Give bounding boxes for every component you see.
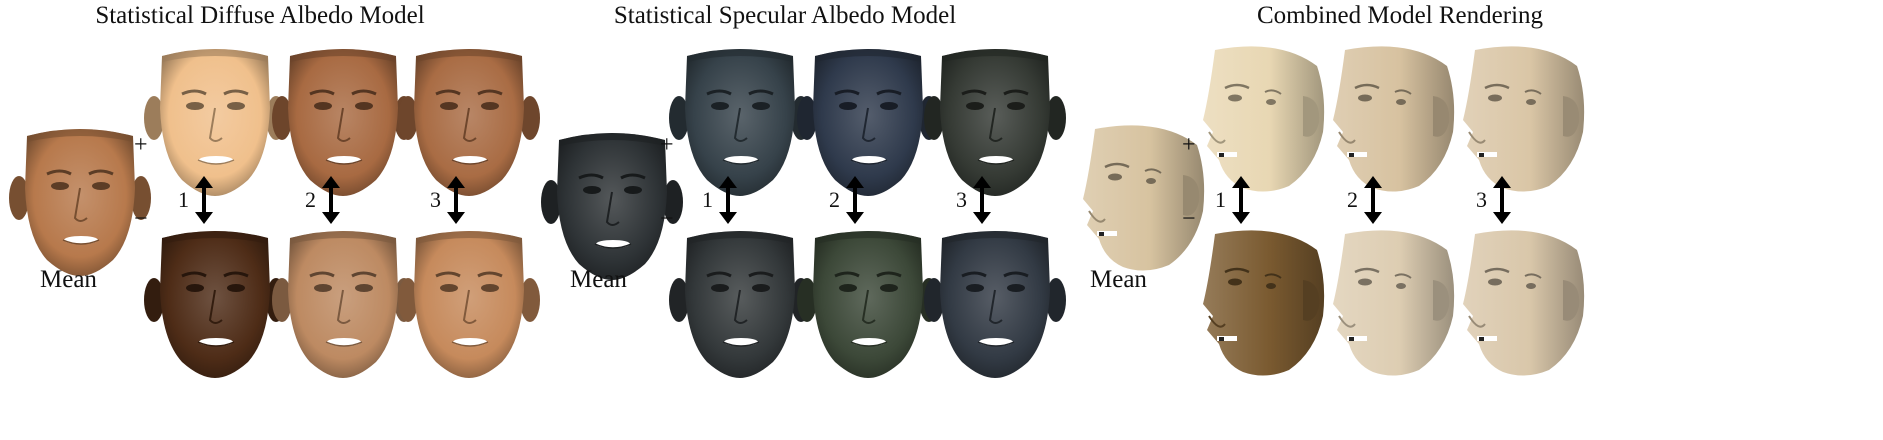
pc3-axis: 3 [1476,176,1513,224]
face-pc3-plus [920,38,1070,198]
double-arrow-icon [193,176,215,224]
double-arrow-icon [1230,176,1252,224]
face-pc3-plus [1445,36,1595,196]
pc2-label: 2 [305,187,316,213]
face-rendering [1185,220,1335,380]
face-pc1-minus [1185,220,1335,380]
double-arrow-icon [717,176,739,224]
panel-title: Statistical Diffuse Albedo Model [0,2,520,30]
specular-albedo-panel: Statistical Specular Albedo Model Mean +… [530,0,1070,440]
face-rendering [1445,220,1595,380]
face-pc2-minus [1315,220,1465,380]
pc3-label: 3 [430,187,441,213]
pc3-axis: 3 [956,176,993,224]
mean-label: Mean [40,266,97,294]
pc2-axis: 2 [305,176,342,224]
face-pc1-plus [1185,36,1335,196]
pc3-label: 3 [956,187,967,213]
pc2-label: 2 [829,187,840,213]
double-arrow-icon [1362,176,1384,224]
pc1-axis: 1 [178,176,215,224]
face-rendering [5,118,155,278]
pc1-label: 1 [178,187,189,213]
face-rendering [920,38,1070,198]
face-pc3-plus [394,38,544,198]
panel-title: Combined Model Rendering [1190,2,1610,30]
pc1-label: 1 [1215,187,1226,213]
mean-label: Mean [1090,266,1147,294]
double-arrow-icon [844,176,866,224]
face-pc3-minus [920,220,1070,380]
double-arrow-icon [971,176,993,224]
pc2-axis: 2 [829,176,866,224]
combined-rendering-panel: Combined Model Rendering Mean + − [1060,0,1883,440]
face-rendering [1185,36,1335,196]
mean-face [5,118,155,278]
double-arrow-icon [320,176,342,224]
pc3-label: 3 [1476,187,1487,213]
face-pc3-minus [1445,220,1595,380]
face-rendering [394,38,544,198]
face-rendering [1445,36,1595,196]
diffuse-albedo-panel: Statistical Diffuse Albedo Model Mean + … [0,0,620,440]
face-rendering [1315,36,1465,196]
double-arrow-icon [445,176,467,224]
pc2-axis: 2 [1347,176,1384,224]
face-rendering [1315,220,1465,380]
double-arrow-icon [1491,176,1513,224]
pc3-axis: 3 [430,176,467,224]
panel-title: Statistical Specular Albedo Model [530,2,1040,30]
pc1-axis: 1 [702,176,739,224]
face-pc3-minus [394,220,544,380]
face-pc2-plus [1315,36,1465,196]
pc1-axis: 1 [1215,176,1252,224]
face-rendering [394,220,544,380]
mean-label: Mean [570,266,627,294]
pc1-label: 1 [702,187,713,213]
face-rendering [920,220,1070,380]
pc2-label: 2 [1347,187,1358,213]
